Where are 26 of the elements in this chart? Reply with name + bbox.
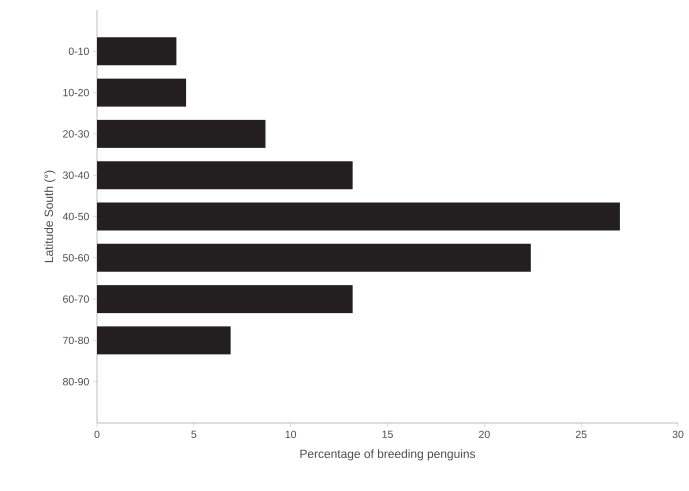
y-tick-label: 70-80	[63, 336, 89, 344]
y-tick-label: 40-50	[62, 212, 89, 220]
y-tick-label: 80-90	[63, 378, 89, 386]
y-tick-label: 30-40	[62, 172, 89, 179]
x-tick-label: 0	[94, 430, 100, 438]
x-tick-label: 5	[191, 430, 196, 438]
x-tick-label: 25	[576, 430, 587, 438]
bar	[97, 244, 531, 272]
y-tick-label: 60-70	[63, 295, 89, 303]
x-tick-label: 30	[672, 430, 684, 438]
y-tick-label: 0-10	[68, 48, 89, 56]
bar	[97, 37, 176, 66]
x-axis-title: Percentage of breeding penguins	[300, 449, 476, 460]
y-tick-label: 20-30	[63, 130, 89, 138]
bar	[97, 202, 620, 230]
y-tick-label: 50-60	[62, 254, 89, 262]
bar	[97, 120, 266, 148]
x-tick-label: 10	[286, 430, 296, 438]
bar	[97, 161, 353, 190]
y-axis-title: Latitude South (°)	[44, 170, 56, 262]
bar	[97, 285, 353, 314]
bar	[97, 326, 231, 354]
x-tick-label: 15	[382, 430, 393, 438]
bar	[97, 78, 186, 107]
y-tick-label: 10-20	[63, 88, 89, 96]
x-tick-label: 20	[479, 430, 490, 438]
